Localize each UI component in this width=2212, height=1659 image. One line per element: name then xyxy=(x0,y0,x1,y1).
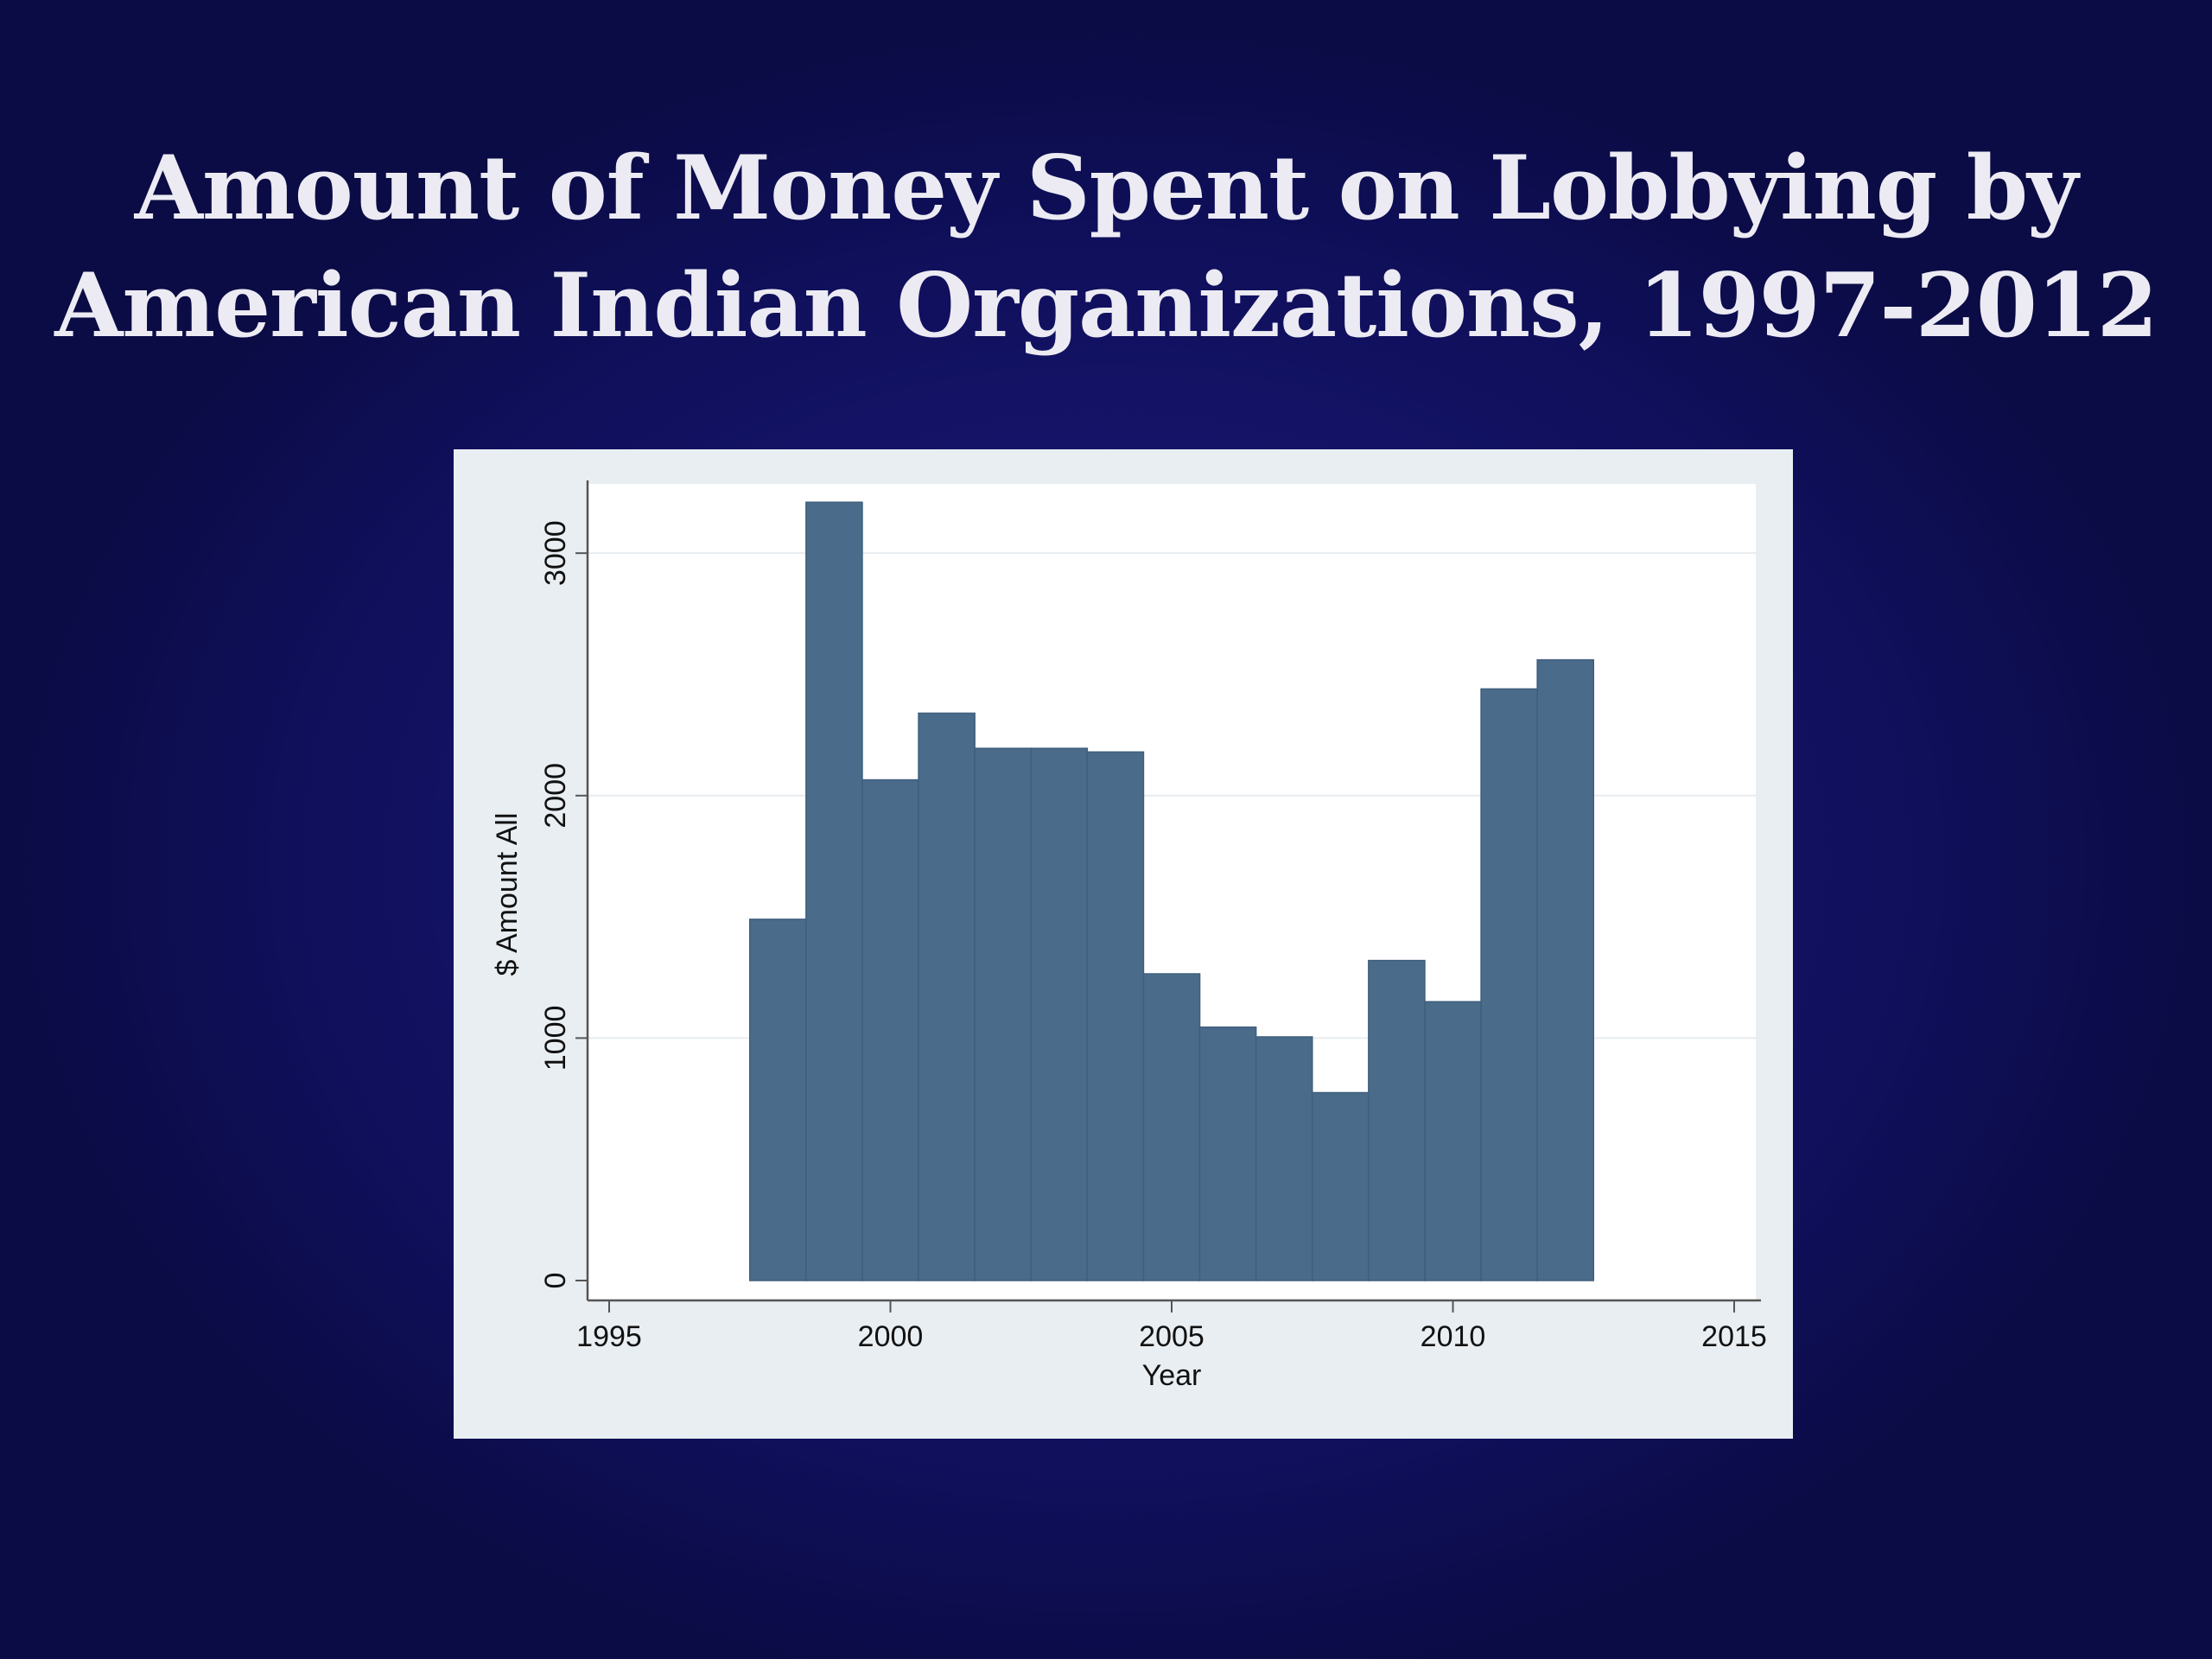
x-tick-label: 2000 xyxy=(858,1320,924,1353)
bars xyxy=(749,501,1595,1281)
bar xyxy=(1536,658,1595,1281)
bar xyxy=(1086,751,1145,1281)
x-tick-label: 2015 xyxy=(1701,1320,1767,1353)
slide-title-line-2: American Indian Organizations, 1997-2012 xyxy=(54,254,2158,358)
bar xyxy=(1030,747,1089,1281)
bar xyxy=(1198,1027,1257,1281)
chart-frame: 1995 2000 2005 2010 2015 0 1000 2000 3000 Year … xyxy=(454,449,1793,1439)
y-tick-label: 1000 xyxy=(539,1006,572,1071)
bar xyxy=(1255,1036,1313,1281)
bar xyxy=(1312,1091,1370,1281)
bar xyxy=(1142,973,1201,1281)
x-tick-label: 2010 xyxy=(1421,1320,1486,1353)
y-axis-ticks: 0 1000 2000 3000 xyxy=(539,520,588,1288)
y-tick-label: 0 xyxy=(539,1273,572,1289)
slide-title: Amount of Money Spent on Lobbying by Ame… xyxy=(0,130,2212,365)
bar xyxy=(918,712,976,1281)
y-tick-label: 2000 xyxy=(539,763,572,829)
y-axis-label: $ Amount All xyxy=(491,812,524,976)
y-tick-label: 3000 xyxy=(539,520,572,586)
bar xyxy=(974,747,1033,1281)
axes xyxy=(586,480,1761,1302)
bar xyxy=(861,779,919,1281)
x-axis-label: Year xyxy=(1142,1359,1202,1392)
bar xyxy=(749,918,807,1281)
slide-title-line-1: Amount of Money Spent on Lobbying by xyxy=(134,137,2079,240)
bar xyxy=(805,501,863,1281)
bar xyxy=(1424,1001,1482,1281)
bar xyxy=(1368,959,1426,1281)
x-tick-label: 2005 xyxy=(1139,1320,1205,1353)
bar xyxy=(1480,688,1538,1281)
x-tick-label: 1995 xyxy=(576,1320,642,1353)
x-axis-ticks: 1995 2000 2005 2010 2015 xyxy=(576,1300,1767,1353)
